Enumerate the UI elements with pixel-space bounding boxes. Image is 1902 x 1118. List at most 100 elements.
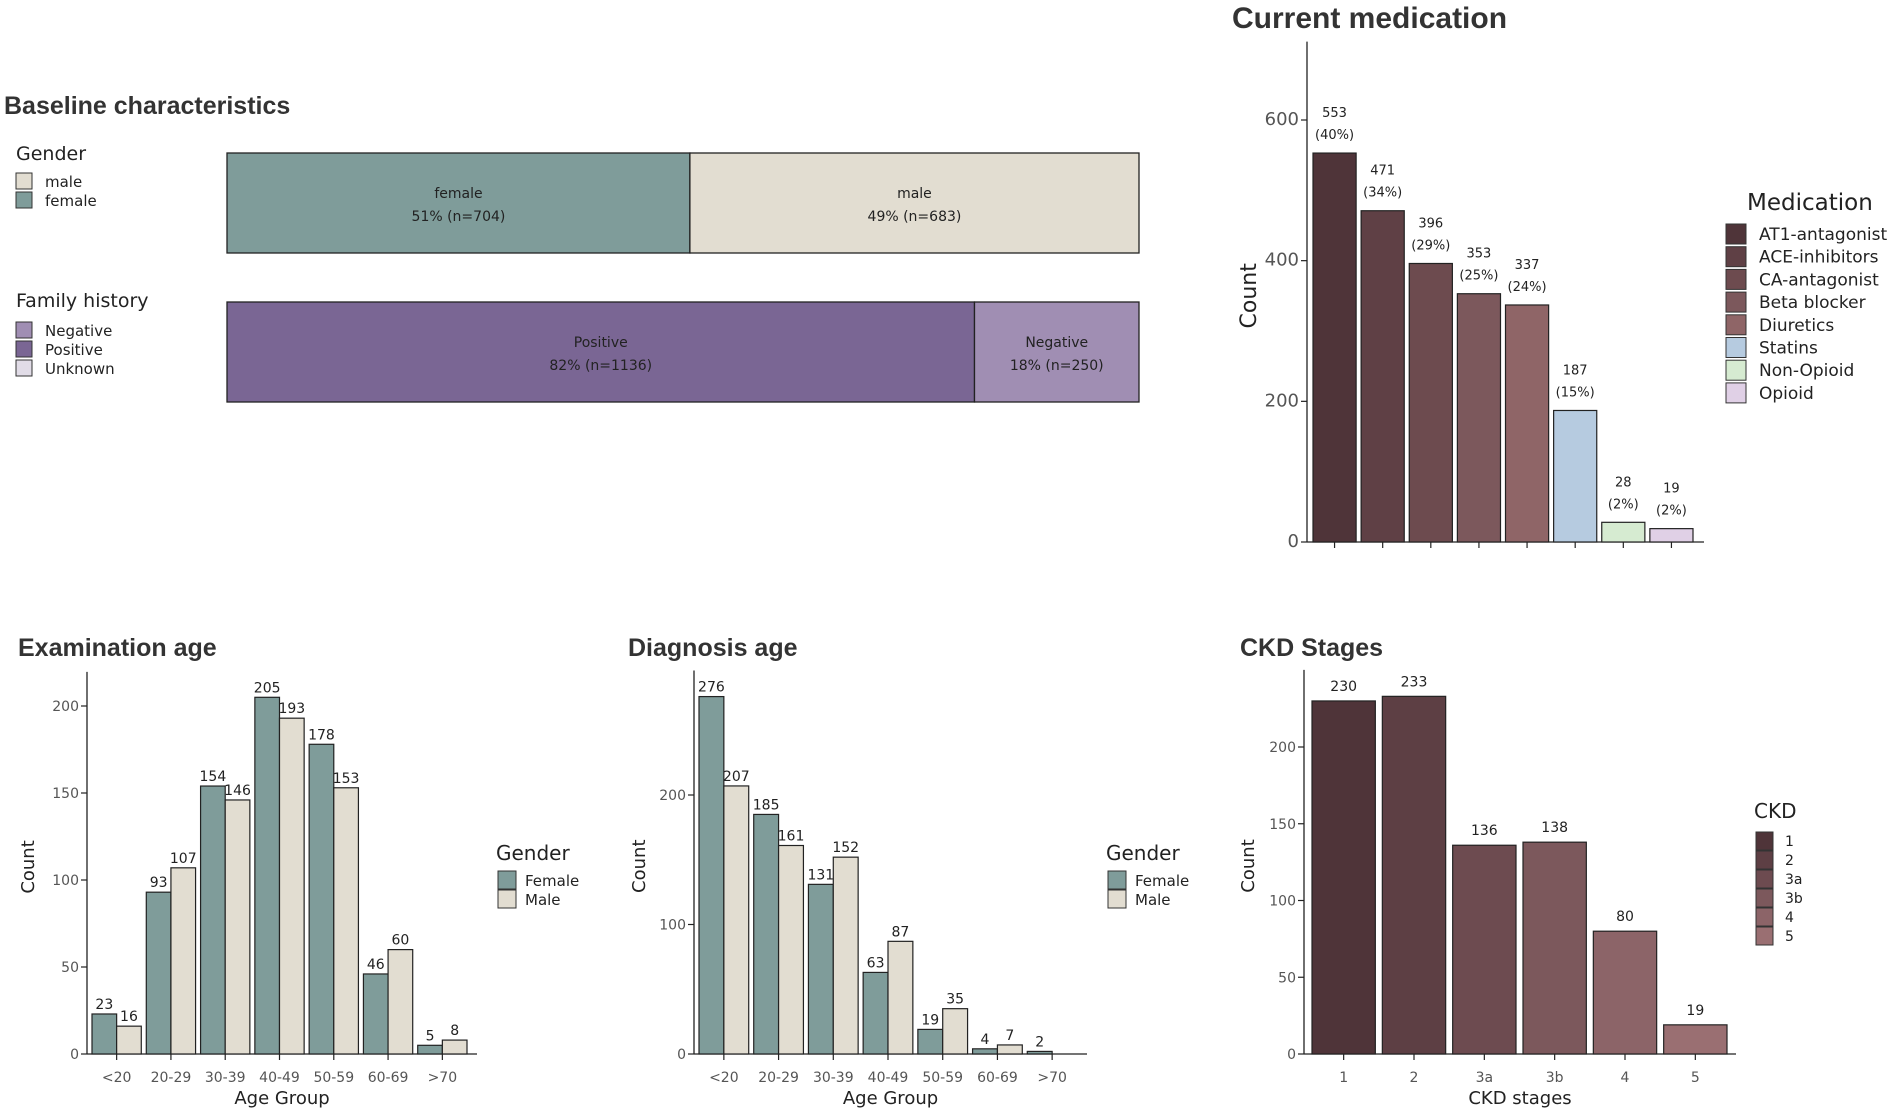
medication-bar — [1312, 152, 1357, 543]
y-axis-label: Count — [1237, 263, 1262, 329]
bar-male — [996, 1044, 1023, 1055]
bar-female — [91, 1013, 118, 1055]
x-tick-label: 30-39 — [813, 1070, 854, 1086]
bar-male — [441, 1039, 468, 1055]
legend-label: male — [45, 173, 82, 191]
baseline-segment-male — [689, 152, 1140, 254]
bar-female — [145, 891, 172, 1055]
data-label-percent: (2%) — [1608, 497, 1639, 512]
medication-bar — [1504, 304, 1550, 543]
legend-label: AT1-antagonist — [1759, 225, 1887, 245]
bar-female — [917, 1028, 944, 1055]
data-label: 153 — [333, 771, 360, 787]
bar-female — [698, 695, 725, 1055]
y-tick-label: 400 — [1265, 250, 1299, 271]
x-tick-label: <20 — [102, 1070, 132, 1086]
x-tick-label: 40-49 — [868, 1070, 909, 1086]
segment-value: 18% (n=250) — [1010, 358, 1104, 374]
legend-key — [1107, 870, 1127, 890]
ckd-title: CKD Stages — [1240, 634, 1384, 662]
y-tick-label: 200 — [52, 699, 79, 715]
bar-male — [942, 1008, 969, 1055]
data-label: 2 — [1035, 1034, 1044, 1050]
bar-male — [832, 856, 859, 1055]
data-label: 19 — [921, 1012, 939, 1028]
legend-key — [1755, 907, 1774, 927]
legend-label: ACE-inhibitors — [1759, 248, 1879, 268]
data-label: 185 — [753, 797, 780, 813]
legend-label: Opioid — [1759, 384, 1814, 404]
data-label: 471 — [1370, 164, 1395, 179]
data-label: 138 — [1541, 820, 1568, 836]
data-label: 46 — [367, 957, 385, 973]
y-tick-label: 100 — [659, 918, 686, 934]
medication-bar — [1601, 521, 1646, 543]
legend-label: 3a — [1785, 872, 1803, 888]
legend-label: female — [45, 192, 97, 210]
y-axis-label: Count — [18, 840, 39, 893]
legend-label: 1 — [1785, 834, 1794, 850]
y-tick-label: 50 — [1278, 970, 1296, 986]
gender-legend-title: Gender — [1106, 841, 1180, 865]
data-label: 187 — [1563, 363, 1588, 378]
legend-label: Female — [525, 872, 579, 890]
bar-female — [1026, 1050, 1053, 1055]
legend-label: Male — [525, 891, 561, 909]
medication-bar — [1360, 210, 1405, 543]
data-label: 205 — [254, 680, 281, 696]
bar-male — [777, 844, 805, 1055]
bar-male — [723, 785, 750, 1055]
data-label: 152 — [832, 840, 859, 856]
y-tick-label: 150 — [52, 786, 79, 802]
x-axis-label: CKD stages — [1468, 1088, 1571, 1109]
data-label: 93 — [150, 875, 168, 891]
legend-key — [15, 191, 33, 209]
legend-label: Statins — [1759, 339, 1818, 359]
data-label: 28 — [1615, 475, 1632, 490]
medication-bar — [1408, 262, 1453, 543]
data-label: 19 — [1663, 482, 1680, 497]
diag-age-title: Diagnosis age — [628, 634, 798, 662]
data-label: 107 — [170, 851, 197, 867]
legend-label: Male — [1135, 891, 1171, 909]
data-label: 553 — [1322, 106, 1347, 121]
x-tick-label: 2 — [1410, 1070, 1419, 1086]
data-label: 60 — [391, 933, 409, 949]
x-tick-label: 3a — [1476, 1070, 1494, 1086]
medication-bar — [1649, 528, 1694, 543]
bar-female — [417, 1044, 443, 1055]
data-label: 8 — [450, 1023, 459, 1039]
ckd-legend-title: CKD — [1754, 799, 1796, 823]
data-label: 161 — [778, 829, 805, 845]
data-label: 193 — [278, 701, 305, 717]
data-label: 131 — [807, 867, 834, 883]
y-tick-label: 0 — [1287, 1047, 1296, 1063]
ckd-bar — [1522, 841, 1587, 1055]
x-tick-label: >70 — [1037, 1070, 1067, 1086]
legend-label: Beta blocker — [1759, 293, 1866, 313]
y-tick-label: 200 — [659, 788, 686, 804]
legend-key — [1725, 291, 1747, 313]
legend-key — [497, 889, 517, 909]
x-tick-label: 50-59 — [922, 1070, 963, 1086]
data-label: 146 — [224, 783, 251, 799]
data-label-percent: (15%) — [1556, 385, 1595, 400]
data-label: 63 — [867, 955, 885, 971]
legend-label: Non-Opioid — [1759, 361, 1854, 381]
segment-value: 82% (n=1136) — [549, 358, 652, 374]
bar-female — [971, 1048, 999, 1055]
legend-key — [15, 340, 33, 358]
segment-value: 49% (n=683) — [868, 209, 962, 225]
medication-legend-title: Medication — [1747, 190, 1873, 216]
x-tick-label: 60-69 — [977, 1070, 1018, 1086]
y-tick-label: 100 — [52, 873, 79, 889]
legend-key — [1755, 850, 1774, 870]
medication-title: Current medication — [1232, 2, 1508, 35]
bar-male — [887, 940, 914, 1055]
ckd-bar — [1663, 1024, 1728, 1055]
y-axis-label: Count — [1238, 839, 1259, 892]
legend-key — [15, 172, 33, 190]
legend-key — [1725, 337, 1747, 358]
data-label-percent: (2%) — [1656, 504, 1687, 519]
